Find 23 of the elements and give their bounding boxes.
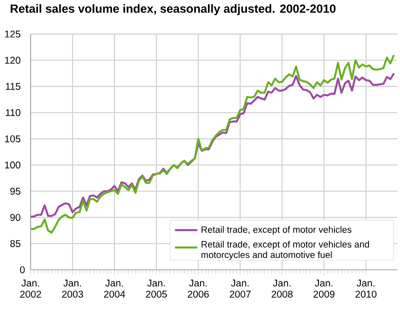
x-tick-label: Jan. 2006 [188,280,209,298]
x-tick-label: Jan. 2007 [230,280,251,298]
chart-title: Retail sales volume index, seasonally adjusted. 2002-2010 [10,4,336,15]
y-tick-label: 90 [10,214,20,221]
x-tick-label: Jan. 2009 [314,280,334,298]
y-tick-label: 105 [5,135,20,142]
text: 0 [20,266,25,274]
legend-label: Retail trade, except of motor vehicles and motorcycles and automotive fuel [202,240,369,260]
y-tick-label: 95 [10,188,20,195]
x-tick-label: Jan. 2008 [272,280,293,298]
y-tick-label: 120 [5,56,20,64]
y-tick-label: 110 [6,108,20,116]
y-tick-label: 100 [5,161,20,168]
line-series [30,54,395,234]
x-tick-label: Jan. 2002 [20,280,42,298]
y-tick-label: 115 [6,82,20,90]
x-tick-label: Jan. 2005 [146,280,167,298]
x-tick-label: Jan. 2003 [62,280,84,298]
x-tick-label: Jan. 2010 [356,280,376,298]
legend-label: Retail trade, except of motor vehicles [202,226,352,234]
x-tick-label: Jan. 2004 [104,280,126,298]
y-tick-label: 125 [5,30,20,38]
y-tick-label: 85 [10,240,20,247]
